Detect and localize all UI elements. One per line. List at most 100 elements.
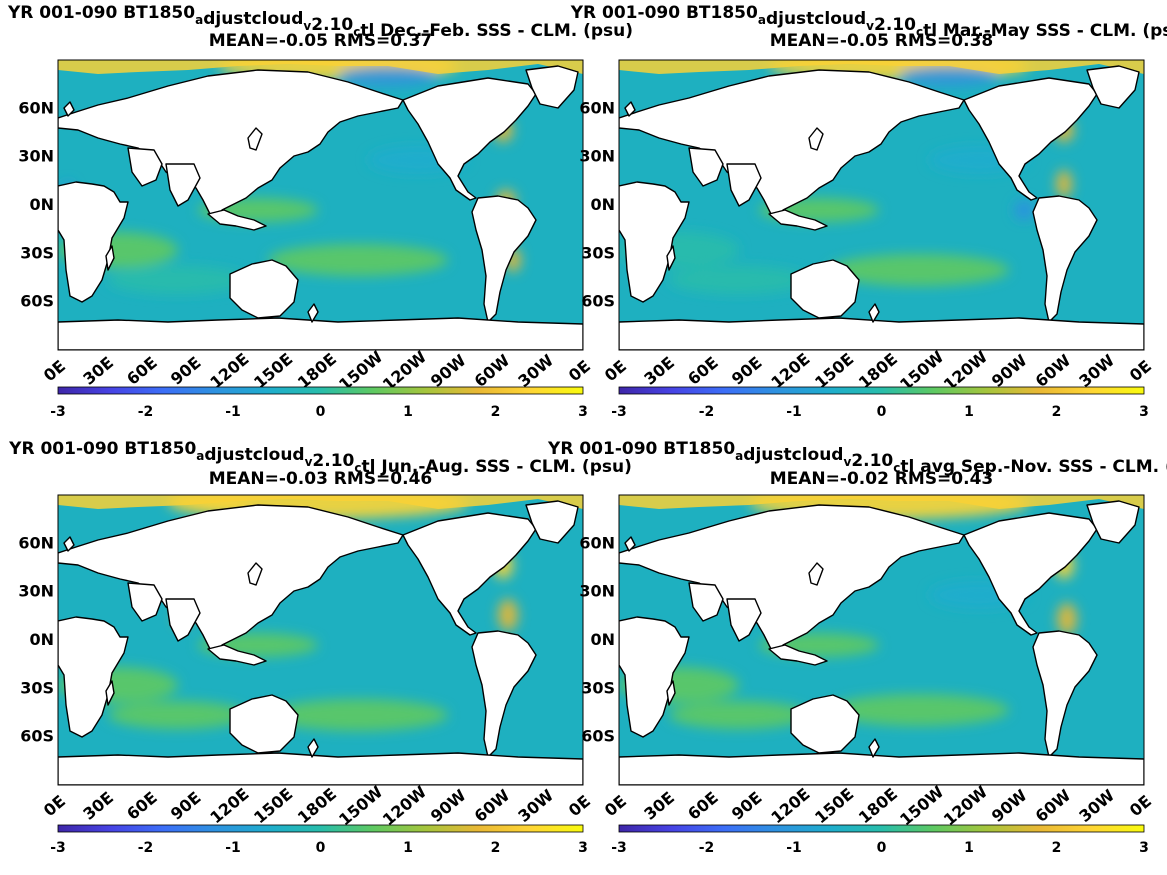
lon-tick-label: 60E <box>684 353 722 389</box>
land-madagascar <box>105 680 115 706</box>
map-subtitle: MEAN=-0.05 RMS=0.37 <box>209 31 433 51</box>
colorbar-tick-label: 2 <box>491 840 501 856</box>
lon-tick-label: 60E <box>123 788 161 824</box>
anomaly-patch <box>1014 200 1034 220</box>
map-panel-2: YR 001-090 BT1850adjustcloudv2.10ctl Mar… <box>570 3 1167 420</box>
colorbar-tick-label: 0 <box>877 840 887 856</box>
map-subtitle: MEAN=-0.03 RMS=0.46 <box>209 469 433 489</box>
land-australia <box>229 259 299 319</box>
anomaly-patch <box>268 699 448 731</box>
map-area <box>58 495 583 785</box>
land-greenland <box>1086 65 1140 109</box>
colorbar <box>57 386 584 395</box>
anomaly-patch <box>1057 603 1077 635</box>
anomaly-patch <box>268 244 448 276</box>
lon-tick-label: 180E <box>855 784 901 827</box>
land-arabia <box>688 582 724 622</box>
land-antarctica <box>619 752 1144 785</box>
colorbar-tick-label: 2 <box>1052 840 1062 856</box>
lon-tick-label: 0E <box>565 791 594 820</box>
land-arabia <box>127 582 163 622</box>
map-area <box>58 60 583 350</box>
colorbar-tick-label: 0 <box>316 840 326 856</box>
land-japan <box>247 127 263 151</box>
colorbar-tick-label: 0 <box>877 404 887 420</box>
lon-tick-label: 30E <box>79 353 117 389</box>
lat-tick-label: 60N <box>18 533 54 552</box>
lon-tick-label: 150E <box>811 784 857 827</box>
lat-tick-label: 30N <box>18 582 54 601</box>
colorbar-tick-label: 1 <box>964 840 974 856</box>
lat-tick-label: 0N <box>590 195 615 214</box>
lat-tick-label: 30S <box>581 243 615 262</box>
land-madagascar <box>666 680 676 706</box>
land-greenland <box>525 500 579 544</box>
land-japan <box>808 127 824 151</box>
colorbar-tick-label: 1 <box>964 404 974 420</box>
colorbar-tick-label: -2 <box>138 840 154 856</box>
map-frame <box>57 494 584 786</box>
land-indonesia <box>768 644 828 666</box>
colorbar-tick-label: -3 <box>611 840 627 856</box>
land-samerica <box>1032 195 1098 323</box>
colorbar-tick-label: 2 <box>1052 404 1062 420</box>
colorbar <box>618 386 1145 395</box>
lon-tick-label: 120E <box>206 349 252 392</box>
lon-tick-label: 0E <box>601 356 630 385</box>
land-uk <box>63 536 75 552</box>
land-indonesia <box>207 644 267 666</box>
arctic-anomaly <box>619 495 1144 509</box>
land-greenland <box>1086 500 1140 544</box>
lon-tick-label: 0E <box>565 356 594 385</box>
lon-tick-label: 150E <box>250 784 296 827</box>
land-nz <box>307 303 319 323</box>
lon-tick-label: 30E <box>640 353 678 389</box>
land-arabia <box>127 147 163 187</box>
land-uk <box>624 536 636 552</box>
colorbar-tick-label: 0 <box>316 404 326 420</box>
anomaly-patch <box>829 254 1009 286</box>
land-india <box>726 163 762 207</box>
lon-tick-label: 60W <box>471 785 514 825</box>
land-australia <box>229 694 299 754</box>
map-title: YR 001-090 BT1850adjustcloudv2.10ctl Jun… <box>8 439 632 477</box>
land-samerica <box>471 195 537 323</box>
lon-tick-label: 180E <box>294 349 340 392</box>
land-antarctica <box>619 317 1144 350</box>
lon-tick-label: 120E <box>767 784 813 827</box>
lat-tick-label: 30N <box>579 147 615 166</box>
land-japan <box>808 562 824 586</box>
lon-tick-label: 60E <box>684 788 722 824</box>
lon-tick-label: 90E <box>728 788 766 824</box>
colorbar-tick-label: -1 <box>225 840 241 856</box>
land-nz <box>868 738 880 758</box>
colorbar-tick-label: -2 <box>138 404 154 420</box>
map-title: YR 001-090 BT1850adjustcloudv2.10ctl Dec… <box>7 3 633 41</box>
land-india <box>165 163 201 207</box>
colorbar-tick-label: 1 <box>403 404 413 420</box>
colorbar-tick-label: -3 <box>611 404 627 420</box>
arctic-anomaly <box>58 60 583 74</box>
anomaly-patch <box>669 266 809 294</box>
map-panel-4: YR 001-090 BT1850adjustcloudv2.10ctl avg… <box>547 439 1167 856</box>
lat-tick-label: 30S <box>581 678 615 697</box>
colorbar-tick-label: -1 <box>786 404 802 420</box>
land-uk <box>63 101 75 117</box>
lon-tick-label: 30E <box>79 788 117 824</box>
lat-tick-label: 30S <box>20 678 54 697</box>
lon-tick-label: 30W <box>1075 350 1118 390</box>
anomaly-patch <box>108 701 248 729</box>
colorbar-tick-label: -3 <box>50 840 66 856</box>
colorbar-tick-label: 3 <box>1139 404 1149 420</box>
anomaly-patch <box>899 66 999 86</box>
land-arabia <box>688 147 724 187</box>
land-antarctica <box>58 317 583 350</box>
lon-tick-label: 30W <box>514 350 557 390</box>
continents <box>58 500 583 785</box>
lon-tick-label: 150W <box>896 782 948 830</box>
land-nz <box>307 738 319 758</box>
anomaly-patch <box>338 66 438 86</box>
map-subtitle: MEAN=-0.05 RMS=0.38 <box>770 31 994 51</box>
lon-tick-label: 60W <box>471 350 514 390</box>
map-frame <box>57 59 584 351</box>
